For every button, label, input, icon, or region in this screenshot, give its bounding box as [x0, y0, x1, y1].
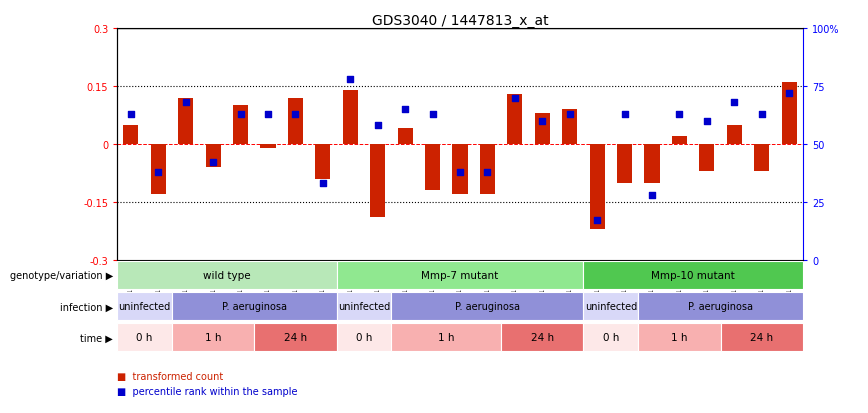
Text: Mmp-7 mutant: Mmp-7 mutant — [422, 271, 498, 281]
Point — [700, 118, 713, 125]
Bar — [727, 125, 742, 145]
Bar — [782, 83, 797, 145]
Point — [453, 169, 467, 176]
Text: 1 h: 1 h — [438, 332, 455, 343]
Point — [124, 111, 138, 118]
Bar — [260, 145, 275, 148]
Point — [673, 111, 687, 118]
Bar — [288, 98, 303, 145]
Point — [344, 76, 358, 83]
Bar — [589, 145, 605, 229]
Text: 0 h: 0 h — [136, 332, 153, 343]
Text: 1 h: 1 h — [205, 332, 221, 343]
Bar — [151, 145, 166, 195]
Bar — [645, 145, 660, 183]
Bar — [452, 145, 468, 195]
Bar — [337, 262, 583, 290]
Bar — [343, 90, 358, 145]
Text: ■  transformed count: ■ transformed count — [117, 371, 223, 381]
Bar — [583, 293, 638, 320]
Point — [645, 192, 659, 199]
Bar — [254, 324, 337, 351]
Point — [261, 111, 275, 118]
Text: P. aeruginosa: P. aeruginosa — [222, 301, 286, 312]
Bar — [337, 324, 391, 351]
Text: uninfected: uninfected — [585, 301, 637, 312]
Bar — [583, 324, 638, 351]
Text: P. aeruginosa: P. aeruginosa — [455, 301, 520, 312]
Bar — [535, 114, 549, 145]
Bar — [562, 110, 577, 145]
Text: genotype/variation ▶: genotype/variation ▶ — [10, 271, 113, 281]
Point — [755, 111, 769, 118]
Bar — [315, 145, 331, 179]
Point — [207, 160, 220, 166]
Point — [590, 218, 604, 224]
Text: 24 h: 24 h — [750, 332, 773, 343]
Point — [536, 118, 549, 125]
Point — [316, 180, 330, 187]
Bar — [425, 145, 440, 191]
Bar — [754, 145, 769, 171]
Bar — [172, 293, 337, 320]
Point — [508, 95, 522, 102]
Bar — [117, 324, 172, 351]
Bar — [206, 145, 220, 168]
Bar — [501, 324, 583, 351]
Point — [179, 100, 193, 106]
Bar — [123, 125, 138, 145]
Bar — [508, 95, 523, 145]
Text: time ▶: time ▶ — [80, 332, 113, 343]
Text: uninfected: uninfected — [338, 301, 390, 312]
Bar — [117, 293, 172, 320]
Text: 24 h: 24 h — [530, 332, 554, 343]
Text: 0 h: 0 h — [356, 332, 372, 343]
Bar — [233, 106, 248, 145]
Point — [398, 107, 412, 113]
Bar — [720, 324, 803, 351]
Bar — [617, 145, 632, 183]
Point — [618, 111, 632, 118]
Point — [425, 111, 439, 118]
Point — [782, 90, 796, 97]
Text: P. aeruginosa: P. aeruginosa — [688, 301, 753, 312]
Bar — [371, 145, 385, 218]
Bar — [178, 98, 194, 145]
Bar — [337, 293, 391, 320]
Bar — [638, 324, 720, 351]
Point — [481, 169, 495, 176]
Text: Mmp-10 mutant: Mmp-10 mutant — [651, 271, 735, 281]
Bar — [172, 324, 254, 351]
Text: wild type: wild type — [203, 271, 251, 281]
Title: GDS3040 / 1447813_x_at: GDS3040 / 1447813_x_at — [372, 14, 549, 28]
Bar — [672, 137, 687, 145]
Point — [288, 111, 302, 118]
Text: 0 h: 0 h — [602, 332, 619, 343]
Bar — [117, 262, 337, 290]
Text: infection ▶: infection ▶ — [60, 301, 113, 312]
Point — [233, 111, 247, 118]
Point — [151, 169, 165, 176]
Point — [562, 111, 576, 118]
Text: 24 h: 24 h — [284, 332, 307, 343]
Text: 1 h: 1 h — [671, 332, 687, 343]
Bar — [700, 145, 714, 171]
Point — [727, 100, 741, 106]
Point — [371, 123, 385, 129]
Bar — [480, 145, 495, 195]
Text: uninfected: uninfected — [119, 301, 171, 312]
Bar — [398, 129, 412, 145]
Bar — [583, 262, 803, 290]
Bar — [391, 293, 583, 320]
Bar — [391, 324, 501, 351]
Text: ■  percentile rank within the sample: ■ percentile rank within the sample — [117, 387, 298, 396]
Bar — [638, 293, 803, 320]
